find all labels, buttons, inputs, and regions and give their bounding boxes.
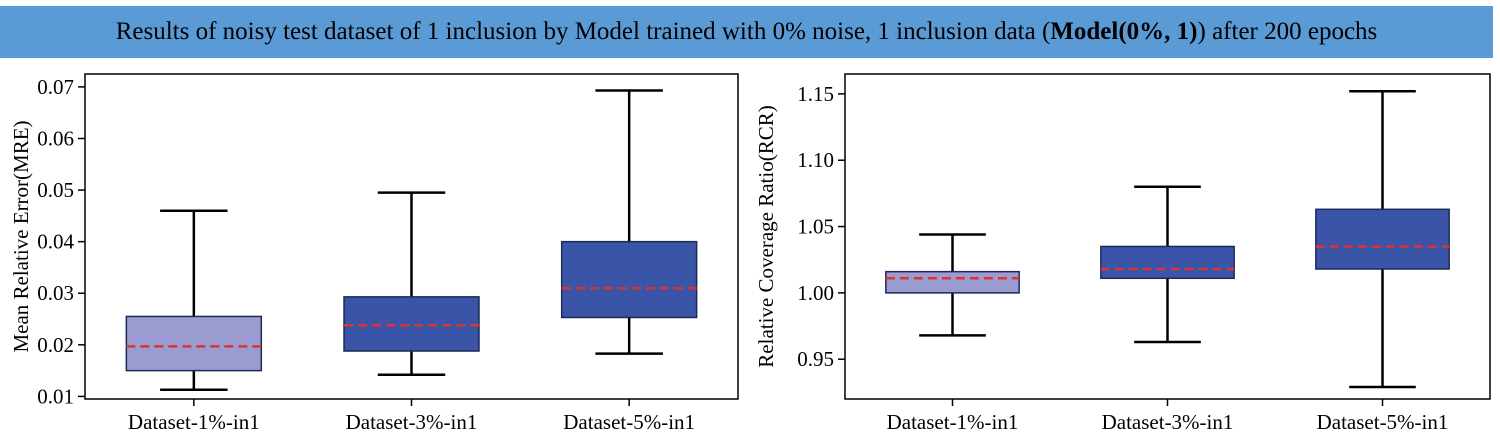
y-tick-label: 1.15 [797, 82, 834, 106]
x-tick-label: Dataset-3%-in1 [346, 410, 478, 434]
y-tick-label: 0.04 [37, 230, 74, 254]
y-tick-label: 0.05 [37, 178, 74, 202]
title-model-name: Model(0%, 1) [1050, 18, 1198, 45]
plot-frame [84, 73, 739, 400]
y-axis-label: Mean Relative Error(MRE) [9, 120, 33, 352]
box-body [1315, 208, 1450, 270]
title-banner: Results of noisy test dataset of 1 inclu… [0, 6, 1493, 58]
x-tick-label: Dataset-5%-in1 [563, 410, 695, 434]
box-body [343, 296, 480, 352]
plot-frame [844, 73, 1491, 400]
x-tick-label: Dataset-1%-in1 [887, 410, 1019, 434]
x-tick-label: Dataset-3%-in1 [1102, 410, 1234, 434]
y-tick-label: 0.01 [37, 384, 74, 408]
title-suffix: ) after 200 epochs [1197, 18, 1378, 45]
y-tick-label: 0.03 [37, 281, 74, 305]
box-body [1100, 245, 1235, 280]
x-tick-label: Dataset-1%-in1 [128, 410, 260, 434]
box-body [885, 270, 1020, 294]
y-tick-label: 0.06 [37, 126, 74, 150]
title-prefix: Results of noisy test dataset of 1 inclu… [115, 18, 1051, 45]
rcr-box-chart: 0.95 1.00 1.05 1.10 1.15 Relative Coverage Ra… [754, 73, 1491, 434]
box-body [125, 315, 263, 372]
y-tick-label: 1.00 [797, 281, 834, 305]
y-tick-label: 1.10 [797, 148, 834, 172]
y-tick-label: 0.07 [37, 75, 74, 99]
y-tick-label: 0.02 [37, 333, 74, 357]
y-tick-label: 0.95 [797, 347, 834, 371]
box-body [560, 240, 698, 319]
y-axis-label: Relative Coverage Ratio(RCR) [754, 105, 778, 367]
y-tick-label: 1.05 [797, 215, 834, 239]
x-tick-label: Dataset-5%-in1 [1317, 410, 1449, 434]
